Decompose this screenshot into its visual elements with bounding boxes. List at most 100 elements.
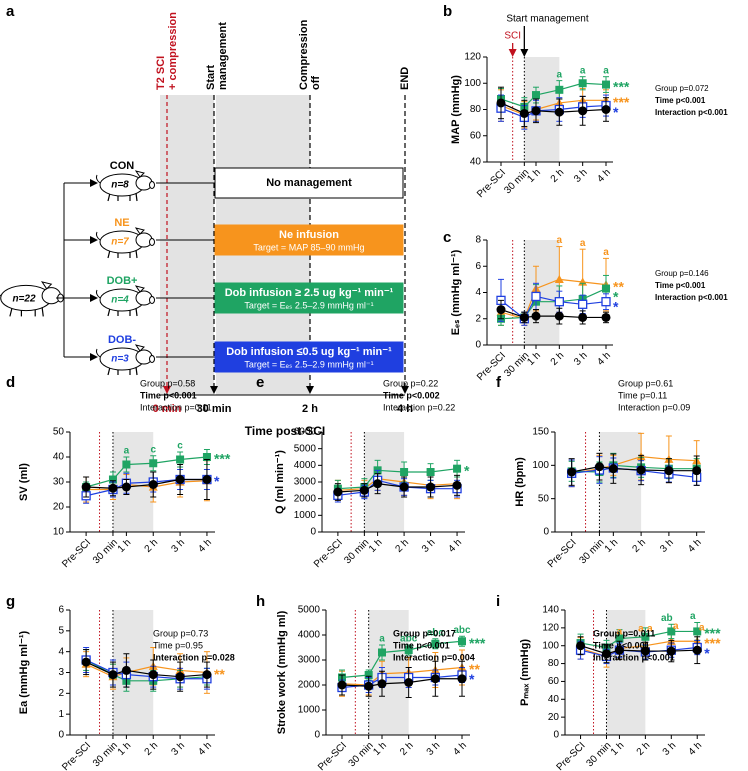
x-tick-label: 3 h (658, 537, 676, 555)
event-time: 0 min (153, 403, 182, 415)
y-tick-label: 8 (475, 235, 481, 246)
significance-letter: a (603, 247, 609, 258)
significance-stars: * (704, 645, 710, 661)
y-tick-label: 4000 (298, 630, 321, 641)
stats-text: Interaction p=0.22 (383, 402, 455, 412)
shade-compression (160, 95, 214, 395)
stats-text: Group p=0.61 (618, 378, 673, 388)
treatment-target: Target = Eₑₛ 2.5–2.9 mmHg ml⁻¹ (244, 359, 373, 369)
y-axis-label: MAP (mmHg) (450, 75, 462, 144)
significance-stars: *** (704, 625, 721, 641)
marker (554, 107, 564, 117)
y-tick-label: 3 (58, 667, 64, 678)
x-tick-label: Pre-SCI (60, 537, 93, 570)
stats-text: Interaction p=0.004 (393, 652, 475, 662)
x-tick-label: 2 h (143, 740, 161, 758)
treatment-title: No management (266, 177, 352, 189)
marker (148, 480, 158, 489)
panel-letter: c (443, 229, 451, 246)
stats-text: Time p<0.002 (383, 390, 440, 400)
x-tick-label: 30 min (347, 740, 376, 769)
y-tick-label: 150 (532, 427, 549, 438)
x-tick-label: 30 min (91, 537, 120, 566)
group-n: n=4 (111, 295, 129, 306)
total-n: n=22 (12, 294, 36, 305)
treatment-box (214, 224, 404, 256)
x-tick-label: Pre-SCI (546, 537, 579, 570)
x-tick-label: 4 h (686, 537, 704, 555)
pig-ear (134, 285, 145, 293)
marker (337, 680, 347, 690)
x-tick-label: 1 h (371, 740, 389, 758)
y-tick-label: 20 (548, 712, 560, 723)
group-name: NE (114, 217, 129, 229)
x-tick-label: 2 h (549, 167, 567, 185)
marker (519, 312, 529, 322)
marker (108, 670, 118, 680)
treatment-title: Dob infusion ≤0.5 ug kg⁻¹ min⁻¹ (226, 346, 392, 358)
marker (531, 311, 541, 321)
x-tick-label: 4 h (595, 350, 613, 368)
marker (601, 312, 611, 322)
panel-letter: d (6, 374, 15, 391)
event-label: + compression (167, 12, 179, 90)
panel-letter: a (6, 3, 15, 20)
marker (666, 646, 676, 656)
panel-letter: g (6, 593, 15, 610)
stats-text: Group p=0.072 (655, 84, 709, 93)
stats-text: Time p<0.001 (140, 390, 197, 400)
x-tick-label: Pre-SCI (312, 537, 345, 570)
y-tick-label: 50 (53, 427, 65, 438)
marker (108, 475, 117, 484)
x-tick-label: 4 h (196, 740, 214, 758)
pig-tail (95, 231, 101, 241)
y-tick-label: 20 (53, 502, 65, 513)
y-tick-label: 6 (58, 605, 64, 616)
significance-letter: abc (453, 625, 471, 636)
marker (601, 105, 611, 114)
start-label: Start management (506, 14, 588, 25)
group-n: n=8 (111, 180, 129, 191)
marker (108, 483, 118, 493)
y-tick-label: 120 (542, 622, 559, 633)
marker (121, 482, 131, 492)
event-time: 4 h (397, 403, 413, 415)
significance-stars: * (214, 473, 220, 489)
y-tick-label: 2 (58, 688, 64, 699)
marker (693, 627, 702, 636)
marker (692, 645, 702, 655)
y-tick-label: 0 (314, 730, 320, 741)
significance-stars: ** (469, 661, 480, 677)
series-line (341, 640, 463, 679)
significance-letter: c (150, 444, 156, 455)
marker (426, 482, 436, 492)
treatment-box (214, 167, 404, 199)
pig-snout (149, 296, 155, 304)
pig-ear (134, 344, 145, 352)
marker (149, 459, 158, 468)
x-tick-label: 3 h (420, 537, 438, 555)
event-label: off (310, 76, 322, 90)
x-tick-label: 30 min (577, 537, 606, 566)
event-label: END (399, 67, 411, 90)
marker (430, 674, 440, 684)
stats-text: Time p<0.001 (593, 640, 650, 650)
y-tick-label: 1000 (294, 510, 317, 521)
pig-leg (41, 307, 44, 317)
marker (578, 312, 588, 322)
significance-letter: a (638, 624, 644, 635)
y-tick-label: 10 (53, 527, 65, 538)
stats-text: Interaction p<0.001 (655, 293, 728, 302)
y-tick-label: 80 (470, 104, 482, 115)
y-tick-label: 140 (542, 605, 559, 616)
stats-text: Interaction p=0.028 (153, 652, 235, 662)
significance-letter: abc (427, 627, 445, 638)
marker (496, 98, 506, 108)
significance-letter: a (673, 621, 679, 632)
pig-snout (149, 181, 155, 189)
marker (554, 274, 564, 283)
treatment-box (214, 341, 404, 373)
marker (431, 639, 440, 648)
marker (399, 482, 409, 492)
